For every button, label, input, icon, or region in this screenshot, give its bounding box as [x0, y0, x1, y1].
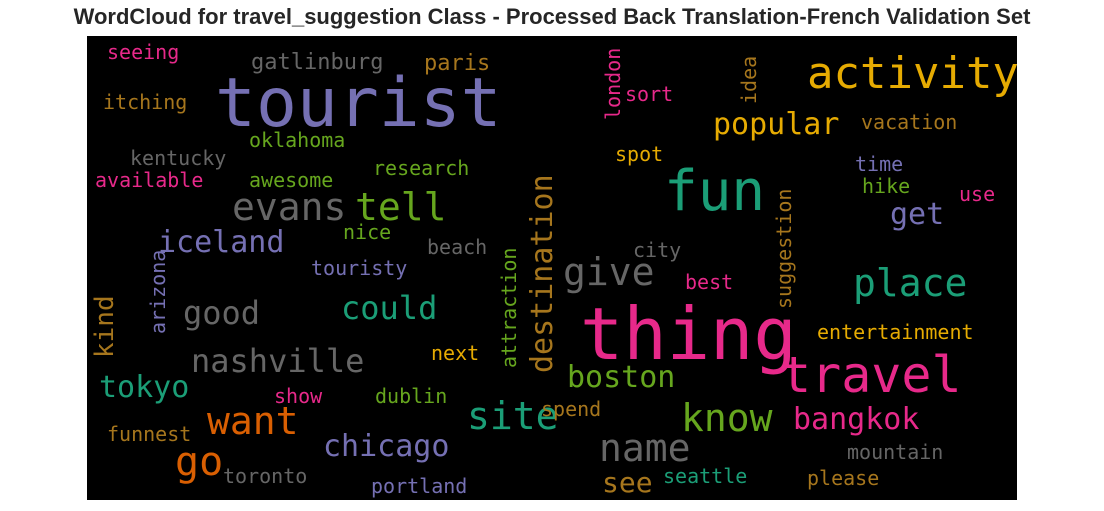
- word-best: best: [685, 270, 734, 294]
- word-tourist: tourist: [215, 64, 502, 143]
- chart-title: WordCloud for travel_suggestion Class - …: [73, 4, 1031, 29]
- word-get: get: [890, 197, 945, 232]
- word-see: see: [602, 466, 653, 499]
- word-please: please: [807, 466, 880, 490]
- word-city: city: [633, 238, 682, 262]
- word-travel: travel: [781, 346, 962, 404]
- word-seeing: seeing: [107, 40, 180, 64]
- word-go: go: [175, 439, 224, 485]
- word-awesome: awesome: [249, 168, 334, 192]
- word-want: want: [207, 399, 299, 443]
- word-idea: idea: [737, 55, 761, 104]
- word-tell: tell: [355, 185, 447, 229]
- word-place: place: [853, 261, 968, 305]
- word-touristy: touristy: [311, 256, 408, 280]
- word-itching: itching: [103, 90, 188, 114]
- word-next: next: [431, 341, 480, 365]
- word-could: could: [341, 289, 438, 327]
- word-give: give: [563, 250, 655, 294]
- word-sort: sort: [625, 82, 674, 106]
- word-gatlinburg: gatlinburg: [251, 50, 384, 75]
- word-entertainment: entertainment: [817, 320, 974, 344]
- word-suggestion: suggestion: [772, 188, 796, 309]
- word-use: use: [959, 182, 996, 206]
- word-destination: destination: [525, 174, 560, 373]
- word-arizona: arizona: [146, 249, 170, 334]
- word-portland: portland: [371, 474, 468, 498]
- word-evans: evans: [232, 185, 347, 229]
- word-nice: nice: [343, 220, 392, 244]
- word-time: time: [855, 152, 904, 176]
- word-seattle: seattle: [663, 464, 748, 488]
- word-boston: boston: [567, 360, 676, 395]
- word-know: know: [681, 396, 773, 440]
- word-name: name: [599, 426, 691, 470]
- word-london: london: [601, 47, 625, 120]
- word-spot: spot: [615, 142, 664, 166]
- word-toronto: toronto: [223, 464, 308, 488]
- word-activity: activity: [807, 48, 1017, 99]
- word-vacation: vacation: [861, 110, 958, 134]
- word-kind: kind: [90, 295, 120, 358]
- word-show: show: [274, 384, 323, 408]
- word-good: good: [183, 294, 261, 332]
- wordcloud-canvas: tourist thing activity fun travel place give te…: [87, 36, 1017, 500]
- word-bangkok: bangkok: [793, 402, 920, 437]
- word-mountain: mountain: [847, 440, 944, 464]
- word-paris: paris: [424, 51, 491, 76]
- word-fun: fun: [664, 159, 766, 224]
- word-tokyo: tokyo: [99, 370, 190, 405]
- word-available: available: [95, 168, 204, 192]
- word-dublin: dublin: [375, 384, 448, 408]
- word-hike: hike: [862, 174, 911, 198]
- word-beach: beach: [427, 235, 488, 259]
- word-research: research: [373, 156, 470, 180]
- word-attraction: attraction: [497, 247, 521, 368]
- word-spend: spend: [541, 397, 602, 421]
- word-popular: popular: [713, 107, 840, 142]
- word-kentucky: kentucky: [130, 146, 227, 170]
- word-nashville: nashville: [191, 342, 365, 380]
- word-iceland: iceland: [158, 225, 285, 260]
- word-chicago: chicago: [323, 429, 450, 464]
- word-funnest: funnest: [107, 422, 192, 446]
- word-thing: thing: [580, 292, 797, 376]
- word-site: site: [467, 394, 559, 438]
- word-oklahoma: oklahoma: [249, 128, 346, 152]
